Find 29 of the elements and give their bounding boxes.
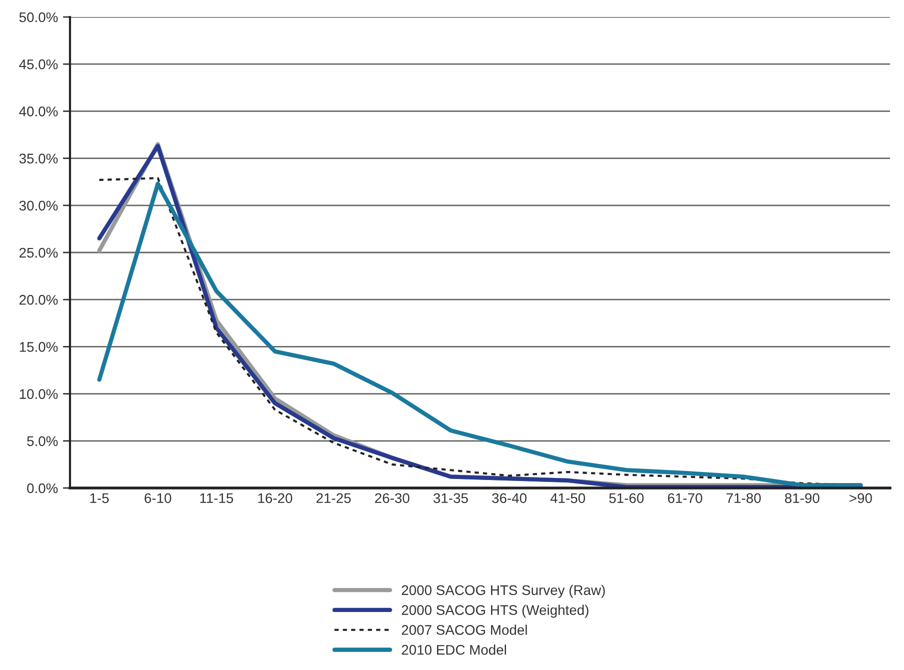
legend-label: 2010 EDC Model: [402, 644, 506, 655]
x-tick-label: 6-10: [144, 493, 172, 504]
x-tick-label: 11-15: [200, 493, 234, 504]
x-tick-label: 31-35: [433, 493, 468, 504]
x-tick-label: 81-90: [784, 493, 820, 504]
y-tick-label: 5.0%: [27, 436, 58, 446]
y-tick-label: 30.0%: [19, 200, 58, 211]
y-tick-label: 50.0%: [19, 12, 58, 22]
x-tick-label: 51-60: [609, 493, 644, 504]
x-tick-label: >90: [850, 493, 872, 504]
legend-label: 2000 SACOG HTS Survey (Raw): [402, 584, 605, 598]
y-tick-label: 15.0%: [20, 342, 58, 352]
x-tick-label: 16-20: [258, 493, 292, 504]
x-tick-label: 21-25: [316, 493, 351, 504]
y-tick-label: 0.0%: [27, 483, 58, 494]
x-tick-label: 1-5: [90, 493, 109, 504]
y-tick-label: 25.0%: [20, 248, 58, 258]
y-tick-label: 10.0%: [20, 389, 58, 399]
x-tick-label: 71-80: [726, 493, 761, 504]
x-tick-label: 36-40: [492, 493, 527, 504]
y-tick-label: 40.0%: [19, 106, 58, 116]
x-tick-label: 41-50: [550, 493, 586, 504]
legend-label: 2007 SACOG Model: [402, 624, 527, 635]
y-tick-label: 20.0%: [20, 294, 58, 305]
x-tick-label: 61-70: [668, 493, 702, 504]
legend-label: 2000 SACOG HTS (Weighted): [402, 604, 588, 618]
x-tick-label: 26-30: [375, 493, 410, 504]
y-tick-label: 45.0%: [19, 59, 58, 70]
y-tick-label: 35.0%: [19, 154, 58, 164]
